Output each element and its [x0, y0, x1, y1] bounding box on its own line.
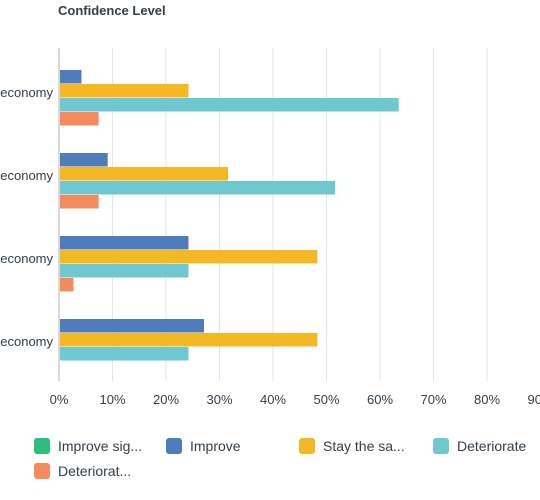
- tick-label: 0%: [50, 392, 69, 407]
- legend-label: Stay the sa...: [323, 438, 405, 454]
- tick-label: 10%: [99, 392, 125, 407]
- bar-deteriorate: [60, 264, 189, 278]
- bar-deteriorate: [60, 98, 399, 112]
- tick-labels: 0% 10% 20% 30% 40% 50% 60% 70% 80% 90%: [50, 392, 540, 407]
- bar-stay-the-sa: [60, 167, 229, 181]
- bar-stay-the-sa: [60, 333, 318, 347]
- legend-label: Deteriorat...: [58, 463, 132, 479]
- bar-improve: [60, 236, 189, 250]
- tick-label: 40%: [260, 392, 286, 407]
- bar-chart: economy economy economy economy 0% 10% 20% 30%…: [0, 48, 540, 407]
- bar-deteriorate: [60, 347, 189, 361]
- bar-improve: [60, 319, 204, 333]
- legend: Improve sig... Improve Stay the sa... Deter…: [34, 438, 540, 488]
- bars: [60, 70, 399, 361]
- legend-label: Improve sig...: [58, 438, 143, 454]
- legend-item[interactable]: Improve: [166, 438, 241, 454]
- tick-label: 90%: [527, 392, 540, 407]
- bar-deteriorat: [60, 278, 74, 292]
- legend-item[interactable]: Improve sig...: [34, 438, 142, 454]
- bar-deteriorat: [60, 195, 99, 209]
- category-label: economy: [0, 168, 53, 183]
- tick-label: 60%: [367, 392, 393, 407]
- category-label: economy: [0, 251, 53, 266]
- legend-swatch: [433, 438, 449, 454]
- tick-label: 50%: [313, 392, 339, 407]
- category-label: economy: [0, 334, 53, 349]
- bar-deteriorate: [60, 181, 336, 195]
- chart-title: Confidence Level: [58, 3, 166, 18]
- legend-item[interactable]: Deteriorate: [433, 438, 526, 454]
- legend-swatch: [166, 438, 182, 454]
- category-label: economy: [0, 85, 53, 100]
- bar-improve: [60, 70, 82, 84]
- legend-swatch: [34, 438, 50, 454]
- bar-stay-the-sa: [60, 84, 189, 98]
- legend-label: Improve: [190, 438, 241, 454]
- tick-label: 80%: [474, 392, 500, 407]
- legend-item[interactable]: Stay the sa...: [299, 438, 405, 454]
- legend-swatch: [34, 463, 50, 479]
- bar-deteriorat: [60, 112, 99, 126]
- tick-label: 70%: [420, 392, 446, 407]
- bar-improve: [60, 153, 108, 167]
- bar-stay-the-sa: [60, 250, 318, 264]
- legend-item[interactable]: Deteriorat...: [34, 463, 131, 479]
- legend-swatch: [299, 438, 315, 454]
- tick-label: 20%: [153, 392, 179, 407]
- tick-label: 30%: [206, 392, 232, 407]
- legend-label: Deteriorate: [457, 438, 527, 454]
- category-labels: economy economy economy economy: [0, 85, 53, 349]
